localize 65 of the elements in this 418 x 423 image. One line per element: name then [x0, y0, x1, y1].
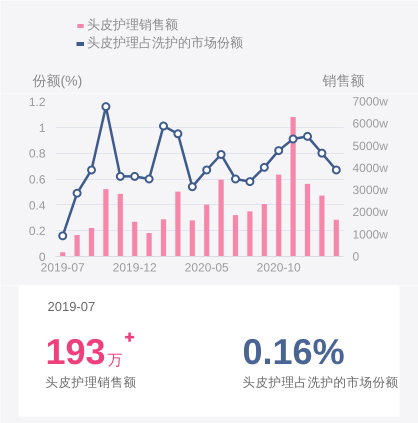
point — [303, 132, 312, 141]
y2-tick-label: 0 — [352, 250, 360, 264]
point — [173, 129, 182, 138]
y2-tick-label: 2000w — [352, 205, 388, 220]
point — [58, 231, 68, 240]
bar — [132, 222, 138, 256]
bar — [319, 196, 324, 256]
bar — [262, 204, 267, 256]
y2-axis-title: 销售额 — [322, 72, 364, 88]
point — [72, 188, 82, 198]
y-tick-label: 0.6 — [28, 172, 46, 186]
point — [202, 165, 212, 174]
y2-tick-label: 4000w — [352, 160, 388, 175]
point — [144, 174, 154, 184]
bar — [232, 215, 238, 256]
legend-label: 头皮护理占洗护的市场份额 — [87, 34, 243, 52]
y2-tick-label: 6000w — [352, 116, 388, 131]
point — [216, 150, 226, 159]
bar — [103, 189, 108, 256]
bar — [118, 194, 123, 256]
y-tick-label: 0.2 — [28, 224, 46, 238]
bar — [74, 235, 80, 256]
y-axis-title: 份额(%) — [32, 72, 82, 88]
bar — [88, 228, 94, 256]
bar — [218, 180, 224, 256]
y-tick-label: 0.4 — [28, 198, 46, 212]
text: 头皮护理销售额 — [46, 376, 136, 390]
bar — [334, 220, 339, 256]
point — [245, 177, 254, 186]
bar — [175, 192, 180, 256]
point — [274, 146, 284, 156]
text: 头皮护理占洗护的市场份额 — [242, 376, 398, 390]
y-tick-label: 1.2 — [28, 95, 46, 109]
point — [101, 102, 110, 112]
point — [260, 162, 269, 172]
bar — [290, 117, 296, 256]
bar — [276, 174, 282, 256]
bar — [60, 252, 66, 256]
text: 0.16% — [242, 331, 345, 372]
point — [87, 165, 96, 174]
legend-label: 头皮护理销售额 — [87, 16, 178, 34]
bar — [247, 211, 252, 256]
y2-tick-label: 7000w — [352, 94, 388, 108]
point — [317, 148, 326, 158]
bar — [160, 219, 166, 256]
y-tick-label: 1 — [38, 120, 46, 135]
point — [130, 172, 140, 181]
bar — [146, 233, 152, 256]
x-tick-label: 2020-05 — [184, 260, 230, 274]
x-tick-label: 2019-12 — [112, 260, 158, 274]
bar — [304, 184, 310, 256]
y2-tick-label: 1000w — [352, 227, 388, 242]
y2-tick-label: 5000w — [352, 138, 388, 153]
point — [116, 172, 125, 181]
y2-tick-label: 3000w — [352, 183, 388, 198]
point — [288, 134, 298, 144]
point — [332, 165, 341, 174]
point — [188, 182, 197, 192]
y-tick-label: 0.8 — [28, 146, 46, 161]
bar — [204, 204, 210, 256]
point — [231, 174, 240, 184]
bar — [190, 220, 195, 256]
point — [159, 122, 168, 131]
x-tick-label: 2020-10 — [256, 260, 302, 274]
text: 2019-07 — [48, 299, 96, 314]
